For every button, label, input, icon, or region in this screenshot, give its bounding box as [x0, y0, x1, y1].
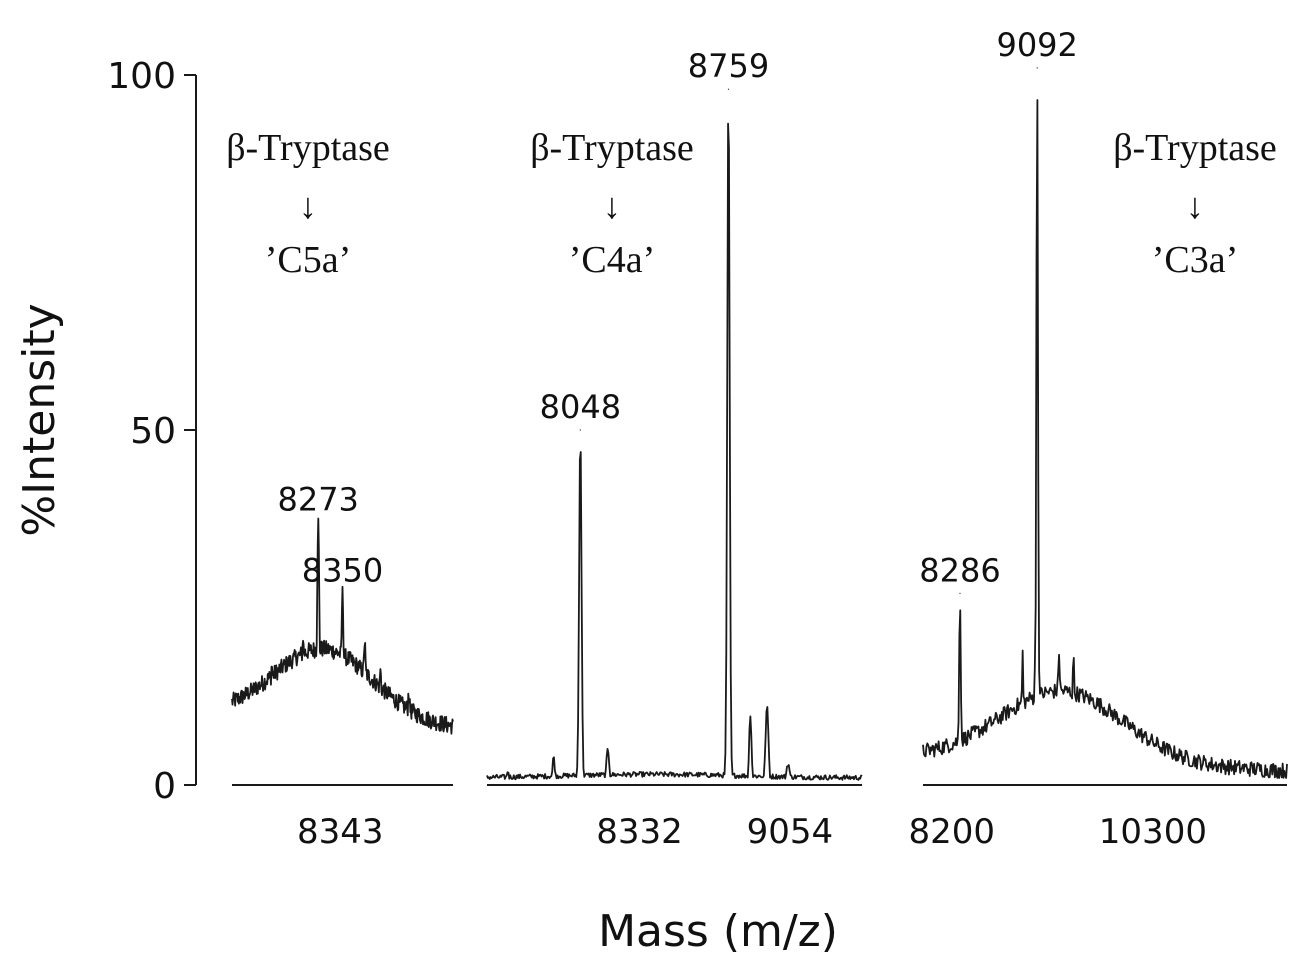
product-annotation: ’C5a’: [265, 239, 352, 281]
peak-point: [317, 521, 319, 523]
peak-point: [1036, 67, 1038, 69]
x-axis-title: Mass (m/z): [598, 906, 838, 957]
peak-label: 9092: [996, 26, 1077, 64]
product-annotation: ’C3a’: [1152, 239, 1239, 281]
y-axis-title: %Intensity: [14, 303, 65, 536]
spectrum-panel: 8332 9054 8048 8759 β-Tryptase ↓ ’C4a’: [486, 47, 863, 852]
spectrum-trace: [922, 99, 1288, 779]
spectrum-trace: [486, 122, 863, 781]
x-tick-label: 8343: [297, 812, 384, 852]
peak-point: [727, 88, 730, 90]
enzyme-annotation: β-Tryptase: [226, 127, 390, 169]
y-tick-label: 100: [107, 56, 176, 97]
peak-point: [959, 592, 961, 594]
peak-label: 8350: [302, 551, 383, 589]
down-arrow-icon: ↓: [603, 186, 621, 226]
y-axis: 0 50 100: [107, 56, 197, 807]
spectrum-panel: 8200 10300 8286 9092 β-Tryptase ↓ ’C3a’: [908, 26, 1288, 852]
down-arrow-icon: ↓: [299, 186, 317, 226]
y-tick-label: 0: [153, 766, 176, 807]
spectrum-panel: 8343 8273 8350 β-Tryptase ↓ ’C5a’: [226, 127, 454, 852]
peak-label: 8286: [919, 551, 1000, 589]
x-tick-label: 9054: [747, 812, 834, 852]
x-tick-label: 8200: [908, 812, 995, 852]
y-tick-label: 50: [130, 411, 176, 452]
x-tick-label: 8332: [596, 812, 683, 852]
enzyme-annotation: β-Tryptase: [530, 127, 694, 169]
peak-point: [341, 592, 344, 594]
enzyme-annotation: β-Tryptase: [1113, 127, 1277, 169]
x-tick-label: 10300: [1099, 812, 1207, 852]
peak-label: 8273: [277, 480, 358, 518]
product-annotation: ’C4a’: [569, 239, 656, 281]
down-arrow-icon: ↓: [1186, 186, 1204, 226]
peak-label: 8048: [540, 388, 621, 426]
spectrum-trace: [231, 517, 454, 735]
spectra-panels: 8343 8273 8350 β-Tryptase ↓ ’C5a’ 8332 9054 8048…: [226, 26, 1288, 852]
peak-point: [579, 429, 581, 431]
peak-label: 8759: [688, 47, 769, 85]
